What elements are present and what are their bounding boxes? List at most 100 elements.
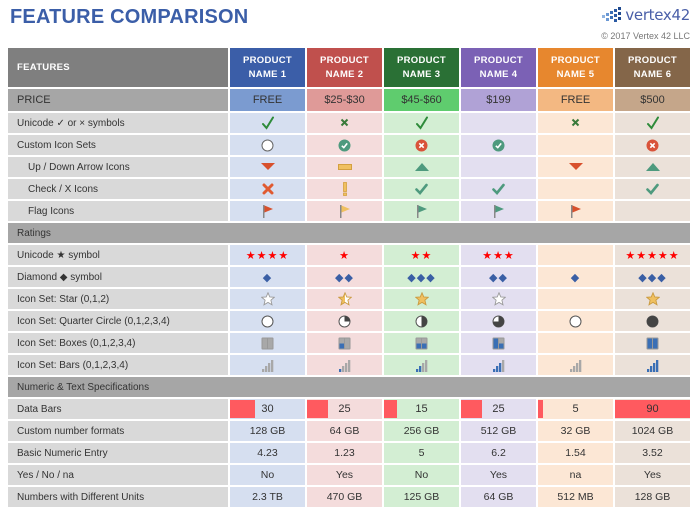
spec-value: 125 GB [384,487,459,507]
feature-cell [307,201,382,221]
spec-value: Yes [615,465,690,485]
spec-row: Yes / No / na No Yes No Yes na Yes [8,465,690,485]
boxes-icon [492,337,505,349]
spec-value: 128 GB [230,421,305,441]
logo-icon [602,7,622,23]
icon-set-cell [230,311,305,331]
feature-label: Unicode ★ symbol [8,245,228,265]
data-bar-cell: 5 [538,399,613,419]
data-bar-value: 25 [338,403,351,415]
feature-cell [461,201,536,221]
spec-value: 6.2 [461,443,536,463]
spec-value: No [230,465,305,485]
star-rating: ★ [307,245,382,265]
spec-value: na [538,465,613,485]
features-header: FEATURES [8,48,228,87]
product-header-1: PRODUCT NAME 1 [230,48,305,87]
price-label: PRICE [8,89,228,111]
star-rating: ★★ [384,245,459,265]
feature-cell [461,113,536,133]
product-header-6: PRODUCT NAME 6 [615,48,690,87]
spec-value: 32 GB [538,421,613,441]
data-bar-value: 15 [415,403,428,415]
icon-set-cell [307,333,382,353]
check-mark-icon [415,183,428,195]
feature-cell [461,179,536,199]
x-mark-icon [262,183,274,195]
product-header-3: PRODUCT NAME 3 [384,48,459,87]
star-icon [414,292,429,306]
feature-label: Yes / No / na [8,465,228,485]
boxes-icon [646,337,659,349]
green-flag-icon [416,205,428,218]
feature-row: Flag Icons [8,201,690,221]
price-value: FREE [230,89,305,111]
diamond-rating: ◆◆ [307,267,382,287]
spec-value: 2.3 TB [230,487,305,507]
product-header-line2: NAME 4 [479,68,518,80]
feature-cell [384,157,459,177]
feature-label: Check / X Icons [8,179,228,199]
section-ratings-label: Ratings [8,223,690,243]
feature-row: Unicode ✓ or × symbols [8,113,690,133]
data-bar-value: 5 [572,403,579,415]
data-bar-cell: 15 [384,399,459,419]
data-bar [230,400,255,418]
icon-set-cell [384,355,459,375]
icon-set-cell [307,289,382,309]
icon-set-cell [461,289,536,309]
data-bar [307,400,328,418]
check-mark-icon [492,183,505,195]
circle-check-icon [492,139,505,151]
circle-check-icon [338,139,351,151]
data-bar [615,400,690,418]
spec-value: 5 [384,443,459,463]
spec-value: 3.52 [615,443,690,463]
star-icon [491,292,506,306]
quarter-circle-icon [492,315,505,327]
feature-cell [230,179,305,199]
spec-value: Yes [461,465,536,485]
product-header-5: PRODUCT NAME 5 [538,48,613,87]
empty-circle-icon [261,139,274,151]
signal-bars-icon [415,359,428,372]
star-rating: ★★★★★ [615,245,690,265]
quarter-circle-icon [415,315,428,327]
product-header-line2: NAME 5 [556,68,595,80]
quarter-circle-icon [646,315,659,327]
icon-set-cell [538,333,613,353]
green-flag-icon [493,205,505,218]
diamond-rating: ◆◆ [461,267,536,287]
spec-row: Basic Numeric Entry 4.23 1.23 5 6.2 1.54 3.52 [8,443,690,463]
diamond-rating: ◆ [538,267,613,287]
data-bar-cell: 25 [461,399,536,419]
data-bar-value: 30 [261,403,274,415]
price-row: PRICE FREE $25-$30 $45-$60 $199 FREE $500 [8,89,690,111]
signal-bars-icon [261,359,274,372]
icon-set-cell [307,355,382,375]
feature-row: Check / X Icons [8,179,690,199]
feature-cell [615,135,690,155]
product-header-line1: PRODUCT [473,54,524,66]
comparison-table: FEATURES PRODUCT NAME 1 PRODUCT NAME 2 PRODUC… [6,46,692,509]
diamond-rating: ◆◆◆ [615,267,690,287]
rating-row: Unicode ★ symbol ★★★★ ★ ★★ ★★★ ★★★★★ [8,245,690,265]
data-bar [538,400,543,418]
feature-label: Icon Set: Quarter Circle (0,1,2,3,4) [8,311,228,331]
star-rating: ★★★ [461,245,536,265]
product-header-line2: NAME 2 [325,68,364,80]
yellow-flag-icon [339,205,351,218]
circle-x-icon [646,139,659,151]
red-flag-icon [262,205,274,218]
feature-cell [384,179,459,199]
icon-set-cell [615,289,690,309]
feature-cell [307,157,382,177]
feature-cell [230,113,305,133]
feature-cell [538,113,613,133]
boxes-icon [261,337,274,349]
feature-cell [461,135,536,155]
feature-cell [307,179,382,199]
spec-value: 64 GB [307,421,382,441]
up-arrow-icon [645,162,660,173]
icon-set-cell [384,311,459,331]
